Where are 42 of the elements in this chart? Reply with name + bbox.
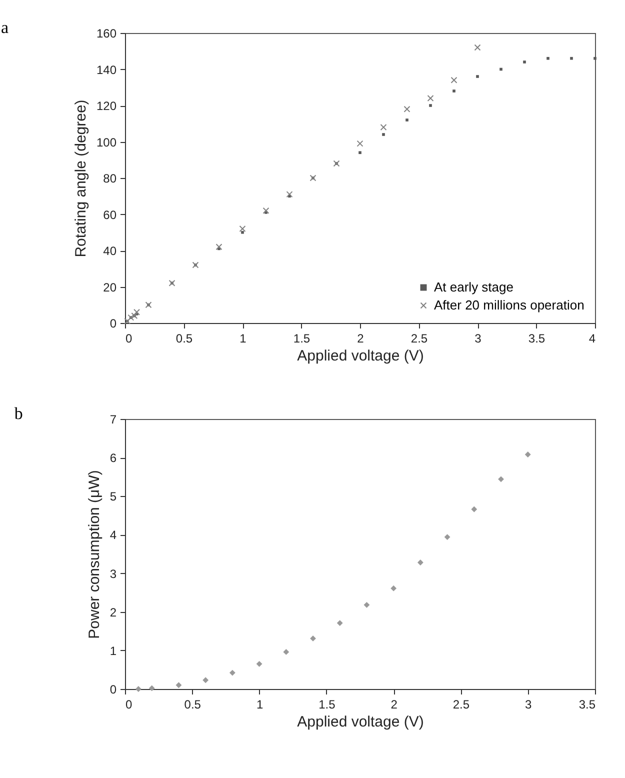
x-tick-label: 1.5 [318,698,336,712]
y-axis-title: Rotating angle (degree) [72,100,90,258]
y-tick-label: 0 [110,682,117,696]
y-tick-label: 5 [110,490,117,504]
x-tick-label: 1 [240,332,247,346]
y-tick-label: 1 [110,644,117,658]
x-tick-label: 3.5 [578,698,596,712]
x-tick-label: 2.5 [410,332,428,346]
x-tick-label: 0 [126,698,132,712]
legend-label: At early stage [434,280,514,294]
chart-title: b [14,404,23,423]
x-tick-label: 1.5 [293,332,310,346]
x-tick-label: 3.5 [528,332,546,346]
y-tick-label: 4 [110,528,117,542]
x-tick-label: 2 [357,332,364,346]
x-tick-label: 4 [588,332,596,346]
x-tick-label: 0.5 [176,332,193,346]
x-tick-label: 2 [390,698,398,712]
x-tick-label: 1 [256,698,264,712]
y-tick-label: 20 [103,280,117,294]
y-tick-label: 0 [110,316,117,330]
y-tick-label: 80 [103,172,117,186]
y-tick-label: 120 [96,99,117,113]
x-axis-title: Applied voltage (V) [297,714,424,730]
x-tick-label: 0.5 [184,698,202,712]
y-tick-label: 3 [110,566,117,581]
y-tick-label: 60 [103,208,117,222]
chart-title: a [0,18,9,37]
y-tick-label: 100 [96,135,117,150]
y-tick-label: 160 [96,26,117,40]
x-tick-label: 3 [474,332,482,346]
x-tick-label: 2.5 [452,698,470,712]
y-tick-label: 7 [110,412,117,426]
x-tick-label: 0 [126,332,132,346]
x-axis-title: Applied voltage (V) [297,348,424,364]
legend-label: After 20 millions operation [434,298,584,312]
x-tick-label: 3 [525,698,532,712]
y-tick-label: 140 [96,62,117,77]
y-tick-label: 40 [103,244,117,258]
y-tick-label: 6 [110,451,117,466]
y-axis-title: Power consumption (μW) [86,470,103,639]
y-tick-label: 2 [110,605,117,620]
